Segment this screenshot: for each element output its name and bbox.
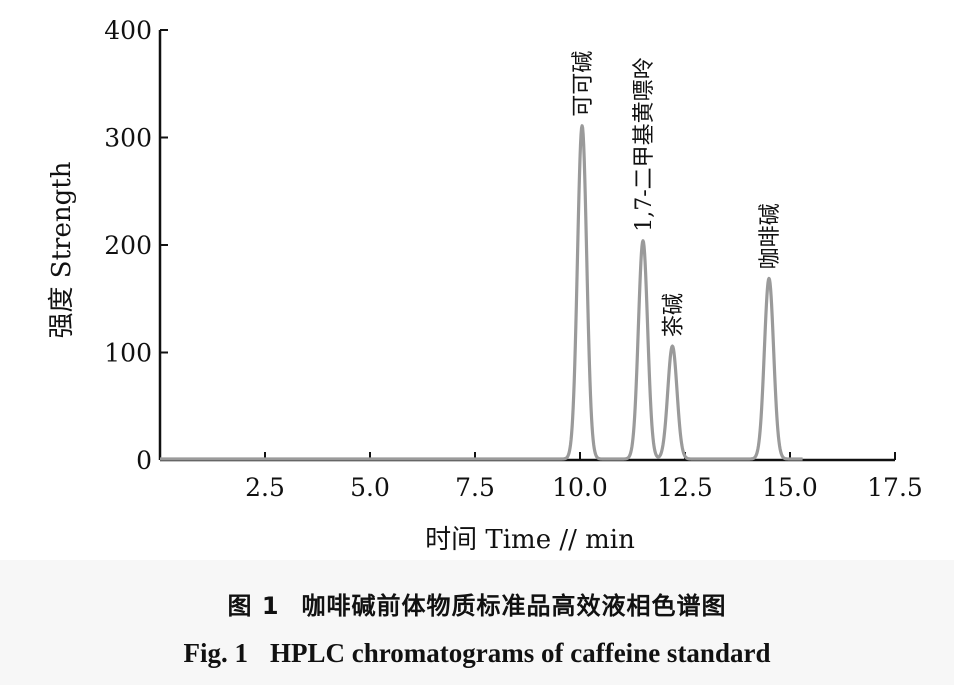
figure-caption-en: Fig. 1 HPLC chromatograms of caffeine sta… [0, 638, 954, 669]
peak-label: 可可碱 [571, 51, 596, 117]
axes [158, 30, 895, 462]
y-axis-label: 强度 Strength [47, 161, 77, 338]
peak-label: 茶碱 [661, 293, 686, 337]
trace [158, 124, 804, 461]
x-axis-label: 时间 Time // min [425, 525, 635, 555]
y-tick-label: 0 [136, 446, 152, 475]
peak-label: 咖啡碱 [758, 203, 783, 269]
caption-en-number: Fig. 1 [183, 638, 249, 668]
caption-en-title: HPLC chromatograms of caffeine standard [270, 638, 771, 668]
y-tick-label: 400 [104, 16, 152, 45]
y-tick-label: 300 [104, 124, 152, 153]
caption-band [0, 560, 954, 685]
chromatogram-chart: 0 100 200 300 400 2.5 5.0 7.5 10.0 12.5 15.0 17.5 可… [47, 16, 923, 555]
caption-cn-number: 图 1 [227, 592, 280, 620]
peak-label: 1,7-二甲基黄嘌呤 [632, 57, 657, 231]
figure-caption-cn: 图 1 咖啡碱前体物质标准品高效液相色谱图 [0, 586, 954, 621]
x-tick-label: 10.0 [552, 473, 608, 502]
plot-area: 0 100 200 300 400 2.5 5.0 7.5 10.0 12.5 15.0 17.5 可… [47, 16, 923, 555]
x-tick-label: 12.5 [657, 473, 713, 502]
x-tick-label: 17.5 [867, 473, 923, 502]
x-tick-label: 5.0 [350, 473, 390, 502]
y-tick-label: 100 [104, 339, 152, 368]
x-tick-label: 2.5 [245, 473, 285, 502]
x-tick-label: 15.0 [762, 473, 818, 502]
x-tick-label: 7.5 [455, 473, 495, 502]
chromatogram-trace [158, 124, 804, 461]
caption-cn-title: 咖啡碱前体物质标准品高效液相色谱图 [301, 592, 727, 620]
y-tick-label: 200 [104, 231, 152, 260]
ticks: 0 100 200 300 400 2.5 5.0 7.5 10.0 12.5 15.0 17.5 [104, 16, 923, 502]
